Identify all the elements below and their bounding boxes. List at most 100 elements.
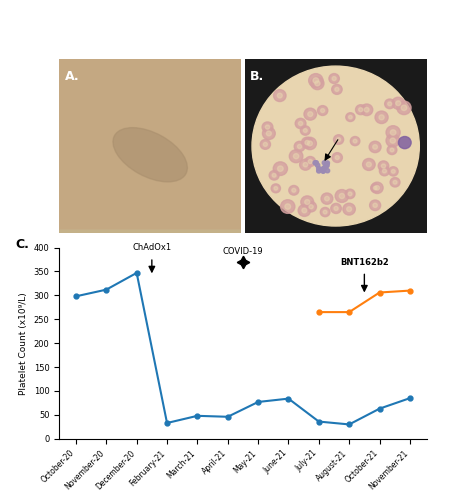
Circle shape	[334, 207, 338, 211]
Circle shape	[371, 182, 383, 194]
Bar	[59, 230, 241, 231]
Bar	[59, 231, 241, 232]
Bar	[59, 231, 241, 233]
Bar	[59, 231, 241, 233]
Bar	[59, 230, 241, 232]
Bar	[59, 230, 241, 231]
Circle shape	[308, 112, 313, 116]
Circle shape	[378, 161, 389, 171]
EDTA	[73, 293, 79, 299]
EDTA	[377, 406, 383, 412]
Bar	[59, 231, 241, 233]
Circle shape	[401, 105, 407, 110]
Circle shape	[363, 158, 375, 171]
Bar	[59, 231, 241, 233]
Circle shape	[314, 161, 319, 165]
Bar	[59, 230, 241, 232]
Bar	[59, 230, 241, 232]
Bar	[59, 230, 241, 232]
Bar	[59, 231, 241, 233]
Circle shape	[397, 101, 411, 114]
Circle shape	[348, 115, 352, 119]
Circle shape	[322, 166, 326, 170]
Circle shape	[361, 104, 373, 116]
Bar	[59, 230, 241, 232]
Circle shape	[289, 185, 299, 195]
Circle shape	[370, 200, 381, 211]
Circle shape	[331, 204, 341, 213]
Bar	[59, 230, 241, 232]
Circle shape	[266, 131, 272, 136]
Text: B.: B.	[250, 70, 264, 83]
Bar	[59, 231, 241, 233]
Bar	[59, 230, 241, 232]
Bar	[59, 230, 241, 232]
Circle shape	[324, 164, 328, 169]
Bar	[59, 230, 241, 232]
Circle shape	[302, 208, 307, 213]
Circle shape	[390, 138, 395, 143]
Bar	[59, 230, 241, 231]
Bar	[59, 230, 241, 232]
Circle shape	[385, 99, 395, 108]
Bar	[59, 230, 241, 232]
Circle shape	[390, 148, 394, 152]
Bar	[59, 231, 241, 233]
Circle shape	[382, 164, 386, 168]
Circle shape	[390, 177, 400, 187]
Circle shape	[343, 203, 356, 215]
Citrate	[346, 309, 352, 315]
Bar	[59, 230, 241, 232]
Bar	[59, 230, 241, 231]
Circle shape	[332, 153, 342, 163]
Circle shape	[297, 144, 302, 148]
Circle shape	[379, 115, 384, 120]
Circle shape	[369, 141, 381, 153]
Circle shape	[364, 107, 369, 112]
Bar	[59, 230, 241, 232]
Bar	[59, 230, 241, 232]
Circle shape	[273, 162, 288, 176]
Circle shape	[305, 156, 316, 167]
Circle shape	[315, 163, 320, 167]
EDTA	[316, 419, 322, 424]
Circle shape	[320, 208, 330, 217]
Bar	[59, 231, 241, 232]
Bar	[59, 230, 241, 231]
Bar	[59, 231, 241, 233]
Bar	[59, 230, 241, 232]
Bar	[59, 231, 241, 233]
Circle shape	[332, 84, 342, 94]
Circle shape	[334, 135, 344, 144]
Circle shape	[387, 145, 397, 155]
Text: BNT162b2: BNT162b2	[340, 258, 389, 267]
EDTA	[134, 270, 139, 276]
Circle shape	[317, 167, 321, 171]
Bar	[59, 230, 241, 232]
Circle shape	[301, 137, 313, 148]
Circle shape	[260, 140, 271, 149]
Circle shape	[294, 141, 305, 151]
Circle shape	[311, 77, 324, 90]
Circle shape	[252, 66, 419, 226]
Bar	[59, 230, 241, 232]
Circle shape	[379, 166, 390, 176]
Circle shape	[269, 171, 279, 180]
Circle shape	[321, 169, 325, 174]
Bar	[59, 230, 241, 232]
Bar	[59, 231, 241, 233]
Circle shape	[337, 138, 341, 141]
Circle shape	[299, 121, 303, 126]
Bar	[59, 231, 241, 232]
EDTA	[407, 395, 413, 401]
Bar	[59, 231, 241, 233]
Circle shape	[274, 186, 278, 190]
Circle shape	[313, 78, 319, 83]
Bar	[59, 230, 241, 232]
Bar	[59, 230, 241, 232]
Bar	[59, 230, 241, 232]
Circle shape	[359, 107, 363, 112]
Bar	[59, 230, 241, 232]
Text: A.: A.	[65, 70, 79, 83]
Circle shape	[386, 126, 400, 139]
